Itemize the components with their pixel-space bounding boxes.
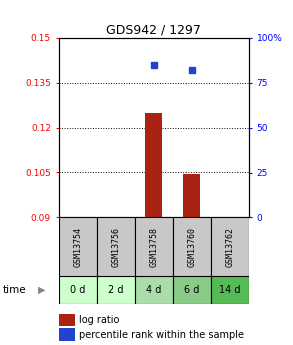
Bar (135, 217, 173, 276)
Text: 4 d: 4 d (146, 285, 161, 295)
Text: GSM13754: GSM13754 (73, 227, 82, 267)
Text: 14 d: 14 d (219, 285, 241, 295)
Text: GSM13758: GSM13758 (149, 227, 158, 267)
Bar (59, 276, 97, 304)
Text: 0 d: 0 d (70, 285, 85, 295)
Text: GSM13760: GSM13760 (188, 227, 196, 267)
Bar (135, 276, 173, 304)
Bar (59, 217, 97, 276)
Text: percentile rank within the sample: percentile rank within the sample (79, 330, 244, 339)
Bar (173, 217, 211, 276)
Bar (211, 217, 249, 276)
Bar (173, 276, 211, 304)
Text: 6 d: 6 d (184, 285, 200, 295)
Bar (97, 217, 135, 276)
Text: GSM13762: GSM13762 (226, 227, 234, 267)
Text: ▶: ▶ (38, 285, 46, 295)
Text: 2 d: 2 d (108, 285, 123, 295)
Bar (145, 113, 162, 217)
Bar (211, 276, 249, 304)
Bar (97, 276, 135, 304)
Text: log ratio: log ratio (79, 315, 120, 325)
Bar (183, 174, 200, 217)
Title: GDS942 / 1297: GDS942 / 1297 (106, 24, 201, 37)
Text: time: time (3, 285, 27, 295)
Text: GSM13756: GSM13756 (111, 227, 120, 267)
